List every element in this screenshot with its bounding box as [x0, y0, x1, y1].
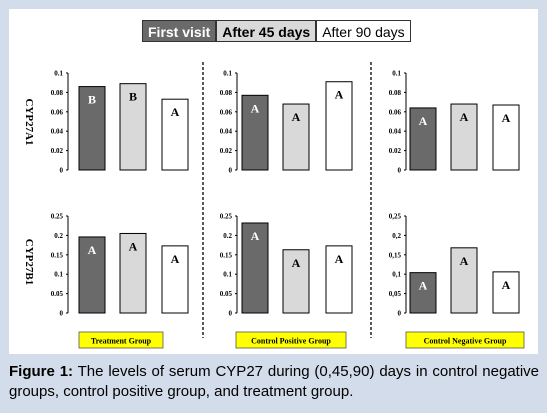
- row-label-cyp27a1: CYP27A1: [23, 98, 35, 145]
- y-tick-label: 0.1: [392, 70, 401, 78]
- bar-significance-label: B: [129, 90, 137, 104]
- y-tick-label: 0: [229, 167, 233, 175]
- bar-after-45-days: [450, 247, 478, 314]
- bar-after-45-days: [282, 249, 310, 314]
- bar-significance-label: A: [335, 252, 344, 266]
- bar-after-90-days: [492, 104, 520, 171]
- bar-after-90-days: [161, 98, 189, 171]
- bar-significance-label: A: [129, 239, 138, 253]
- y-tick-label: 0.06: [389, 108, 402, 116]
- group-label-box: [235, 331, 347, 349]
- y-tick-label: 0,15: [389, 251, 402, 259]
- y-tick-label: 0.15: [220, 251, 233, 259]
- bar-after-90-days: [161, 245, 189, 314]
- bar-after-45-days: [119, 232, 147, 314]
- bar-after-45-days: [119, 83, 147, 171]
- caption-prefix: Figure 1:: [9, 363, 74, 380]
- bar-significance-label: A: [251, 101, 260, 115]
- y-tick-label: 0,25: [389, 213, 402, 221]
- y-tick-label: 0.04: [51, 128, 64, 136]
- bar-significance-label: A: [460, 254, 469, 268]
- bar-significance-label: A: [251, 229, 260, 243]
- bar-significance-label: A: [335, 88, 344, 102]
- y-tick-label: 0.08: [51, 89, 64, 97]
- y-tick-label: 0.2: [54, 232, 63, 240]
- legend-after-45-days: After 45 days: [216, 20, 317, 42]
- y-tick-label: 0.08: [389, 89, 402, 97]
- bar-after-90-days: [325, 81, 353, 171]
- bar-first-visit: [409, 107, 437, 171]
- bar-significance-label: A: [419, 279, 428, 293]
- bar-first-visit: [241, 94, 269, 171]
- y-tick-label: 0.02: [389, 147, 402, 155]
- bar-first-visit: [241, 222, 269, 314]
- bar-first-visit: [409, 272, 437, 314]
- y-tick-label: 0.05: [220, 290, 233, 298]
- legend-after-90-days: After 90 days: [316, 20, 411, 42]
- y-tick-label: 0: [229, 310, 233, 318]
- bar-significance-label: A: [88, 243, 97, 257]
- y-tick-label: 0: [398, 310, 402, 318]
- y-tick-label: 0.02: [220, 147, 233, 155]
- y-tick-label: 0.1: [223, 70, 232, 78]
- y-tick-label: 0.1: [54, 70, 63, 78]
- legend: First visit After 45 days After 90 days: [142, 20, 411, 42]
- bar-significance-label: A: [419, 114, 428, 128]
- row-label-cyp27b1: CYP27B1: [23, 239, 35, 285]
- y-tick-label: 0.06: [220, 108, 233, 116]
- bar-after-45-days: [450, 103, 478, 171]
- bar-significance-label: A: [460, 110, 469, 124]
- chart-canvas: CYP27A1 CYP27B1 0 0.02 0.04 0.06 0.08 0.1 B B A 0 0.…: [9, 9, 538, 354]
- y-tick-label: 0,05: [389, 290, 402, 298]
- bar-significance-label: A: [502, 278, 511, 292]
- bar-after-90-days: [492, 271, 520, 314]
- y-tick-label: 0.06: [51, 108, 64, 116]
- bar-significance-label: B: [88, 93, 96, 107]
- y-tick-label: 0.1: [54, 271, 63, 279]
- group-label: Treatment Group: [91, 337, 152, 346]
- figure-caption: Figure 1: The levels of serum CYP27 duri…: [9, 362, 539, 402]
- bar-significance-label: A: [292, 110, 301, 124]
- y-tick-label: 0: [398, 167, 402, 175]
- bar-significance-label: A: [171, 252, 180, 266]
- y-tick-label: 0.08: [220, 89, 233, 97]
- group-label-box: [78, 331, 164, 349]
- y-tick-label: 0: [60, 310, 64, 318]
- y-tick-label: 0.15: [51, 251, 64, 259]
- legend-first-visit: First visit: [142, 20, 217, 42]
- y-tick-label: 0: [60, 167, 64, 175]
- y-tick-label: 0.2: [223, 232, 232, 240]
- y-tick-label: 0.05: [51, 290, 64, 298]
- group-label: Control Negative Group: [424, 337, 507, 346]
- y-tick-label: 0.25: [220, 213, 233, 221]
- bar-first-visit: [78, 236, 106, 314]
- y-tick-label: 0,2: [392, 232, 401, 240]
- y-tick-label: 0,1: [392, 271, 401, 279]
- group-label-box: [405, 331, 525, 349]
- group-label: Control Positive Group: [251, 337, 331, 346]
- y-tick-label: 0.25: [51, 213, 64, 221]
- y-tick-label: 0.04: [389, 128, 402, 136]
- bar-significance-label: A: [502, 111, 511, 125]
- bar-after-45-days: [282, 103, 310, 171]
- y-tick-label: 0.04: [220, 128, 233, 136]
- bar-significance-label: A: [171, 105, 180, 119]
- y-tick-label: 0.1: [223, 271, 232, 279]
- caption-text: The levels of serum CYP27 during (0,45,9…: [9, 363, 540, 400]
- y-tick-label: 0.02: [51, 147, 64, 155]
- bar-significance-label: A: [292, 256, 301, 270]
- bar-after-90-days: [325, 245, 353, 314]
- bar-first-visit: [78, 86, 106, 171]
